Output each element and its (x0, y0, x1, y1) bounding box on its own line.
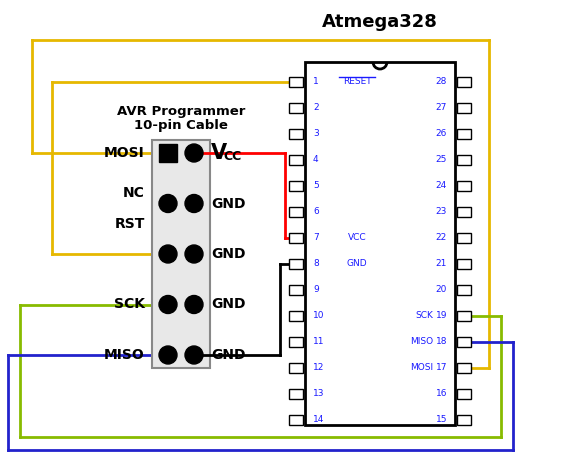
Text: RST: RST (114, 217, 145, 231)
Circle shape (159, 245, 177, 263)
Text: AVR Programmer: AVR Programmer (117, 105, 245, 118)
Bar (457, 259, 471, 269)
Text: 1: 1 (313, 78, 319, 86)
Text: V: V (211, 143, 227, 163)
Text: GND: GND (347, 260, 367, 268)
Text: 28: 28 (436, 78, 447, 86)
Text: 21: 21 (436, 260, 447, 268)
Bar (152, 140, 210, 368)
Text: RESET: RESET (343, 78, 371, 86)
Text: 8: 8 (313, 260, 319, 268)
Text: 4: 4 (313, 156, 319, 164)
Text: 5: 5 (313, 182, 319, 190)
Circle shape (159, 195, 177, 213)
Circle shape (185, 245, 203, 263)
Bar (457, 415, 471, 425)
Text: 24: 24 (436, 182, 447, 190)
Bar (457, 337, 471, 347)
Text: 12: 12 (313, 364, 324, 372)
Bar (457, 129, 471, 139)
Bar (305, 62, 455, 425)
Text: 22: 22 (436, 233, 447, 243)
Bar (289, 103, 303, 113)
Bar (289, 207, 303, 217)
Text: 14: 14 (313, 415, 324, 425)
Bar (457, 207, 471, 217)
Text: MOSI: MOSI (104, 146, 145, 160)
Bar (457, 77, 471, 87)
Text: 6: 6 (313, 207, 319, 217)
Text: MISO: MISO (410, 338, 433, 346)
Text: 19: 19 (435, 311, 447, 321)
Text: GND: GND (211, 196, 246, 211)
Text: 20: 20 (436, 286, 447, 294)
Text: 23: 23 (436, 207, 447, 217)
Bar (457, 155, 471, 165)
Circle shape (185, 144, 203, 162)
Bar (289, 155, 303, 165)
Text: 18: 18 (435, 338, 447, 346)
Text: 7: 7 (313, 233, 319, 243)
Bar (457, 103, 471, 113)
Bar (289, 285, 303, 295)
Bar (289, 389, 303, 399)
Text: 13: 13 (313, 389, 324, 399)
Bar (457, 233, 471, 243)
Text: 26: 26 (436, 129, 447, 139)
Circle shape (159, 346, 177, 364)
Text: GND: GND (211, 298, 246, 311)
Bar (289, 337, 303, 347)
Bar (457, 389, 471, 399)
Bar (289, 77, 303, 87)
Bar (289, 311, 303, 321)
Circle shape (185, 195, 203, 213)
Bar (457, 285, 471, 295)
Bar (289, 181, 303, 191)
Text: Atmega328: Atmega328 (322, 13, 438, 31)
Text: SCK: SCK (415, 311, 433, 321)
Text: GND: GND (211, 247, 246, 261)
Text: 11: 11 (313, 338, 324, 346)
Text: GND: GND (211, 348, 246, 362)
Text: 27: 27 (436, 103, 447, 113)
Text: 10: 10 (313, 311, 324, 321)
Text: CC: CC (223, 150, 241, 163)
Bar (457, 311, 471, 321)
Text: MOSI: MOSI (410, 364, 433, 372)
Bar (457, 181, 471, 191)
Text: VCC: VCC (348, 233, 366, 243)
Text: 16: 16 (435, 389, 447, 399)
Circle shape (159, 296, 177, 314)
Text: 9: 9 (313, 286, 319, 294)
Text: SCK: SCK (114, 298, 145, 311)
Bar (159, 144, 177, 162)
Bar (289, 129, 303, 139)
Text: NC: NC (123, 186, 145, 200)
Bar (457, 363, 471, 373)
Circle shape (185, 296, 203, 314)
Text: MISO: MISO (104, 348, 145, 362)
Circle shape (185, 346, 203, 364)
Text: 3: 3 (313, 129, 319, 139)
Text: 15: 15 (435, 415, 447, 425)
Bar (289, 415, 303, 425)
Bar (289, 363, 303, 373)
Text: 25: 25 (436, 156, 447, 164)
Bar (289, 233, 303, 243)
Text: 17: 17 (435, 364, 447, 372)
Text: 2: 2 (313, 103, 319, 113)
Text: 10-pin Cable: 10-pin Cable (134, 120, 228, 133)
Bar (289, 259, 303, 269)
